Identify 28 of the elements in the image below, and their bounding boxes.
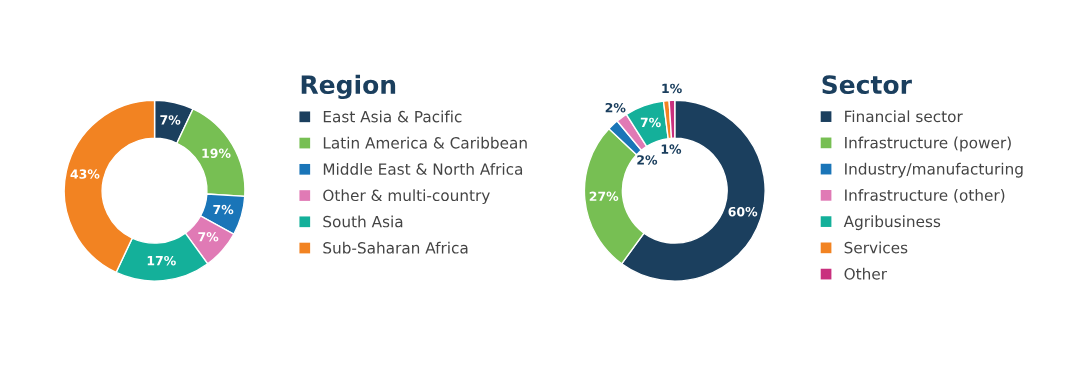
legend-label: South Asia [323, 215, 403, 228]
data-label: 2% [637, 155, 658, 165]
legend-label: Other & multi-country [323, 189, 490, 205]
data-label: 43% [70, 169, 100, 179]
data-label: 27% [589, 191, 619, 202]
legend-label: Middle East & North Africa [323, 163, 523, 175]
legend-label: East Asia & Pacific [323, 110, 462, 123]
legend-title: Region [301, 74, 396, 100]
legend-label: Infrastructure (power) [845, 136, 1011, 152]
legend-label: Infrastructure (other) [845, 189, 1005, 203]
data-label: 7% [640, 117, 661, 128]
data-label: 7% [213, 204, 234, 215]
legend-label: Services [844, 241, 908, 254]
data-label: 60% [728, 206, 758, 217]
legend-label: Industry/manufacturing [845, 162, 1023, 178]
legend-label: Latin America & Caribbean [323, 136, 527, 149]
data-label: 7% [160, 115, 181, 125]
legend-title: Sector [822, 75, 912, 95]
data-label: 1% [661, 144, 682, 154]
legend-label: Agribusiness [843, 215, 941, 231]
legend-label: Sub-Saharan Africa [323, 241, 468, 254]
legend-label: Other [844, 267, 888, 280]
data-label: 2% [605, 102, 626, 113]
data-label: 17% [147, 255, 176, 266]
data-label: 19% [202, 148, 231, 158]
data-label: 7% [198, 232, 219, 242]
data-label: 1% [662, 83, 682, 94]
legend-label: Financial sector [845, 110, 963, 123]
